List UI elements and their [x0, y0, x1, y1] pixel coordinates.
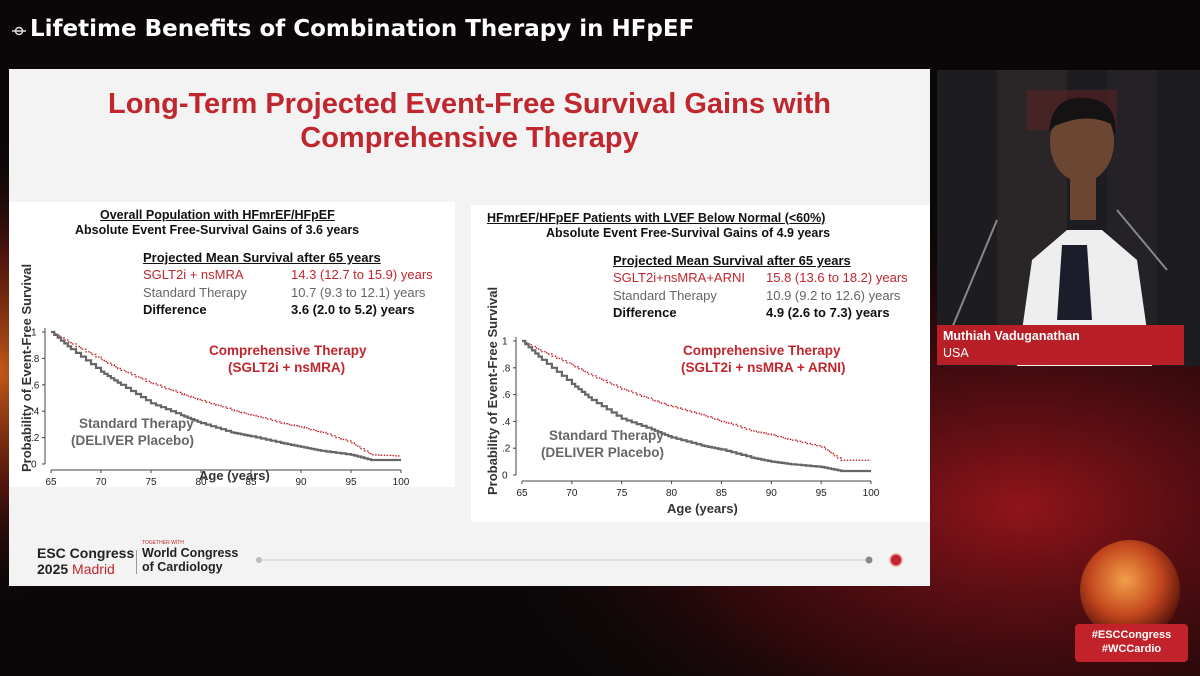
x-tick-label: 100 [393, 477, 410, 487]
row-difference-label: Difference [613, 305, 677, 320]
row-standard-value: 10.7 (9.3 to 12.1) years [291, 285, 426, 300]
y-tick-label: .8 [502, 363, 511, 374]
row-difference-value: 4.9 (2.6 to 7.3) years [766, 305, 890, 320]
standard-label-sub: (DELIVER Placebo) [71, 433, 195, 448]
slide-title: Long-Term Projected Event-Free Survival … [9, 87, 930, 155]
speaker-name: Muthiah Vaduganathan [943, 329, 1080, 343]
y-tick-label: .4 [31, 407, 40, 418]
row-comprehensive-value: 15.8 (13.6 to 18.2) years [766, 270, 908, 285]
comprehensive-label: Comprehensive Therapy [209, 343, 367, 358]
x-tick-label: 100 [863, 488, 880, 499]
y-tick-label: 1 [31, 328, 37, 339]
x-tick-label: 90 [295, 477, 307, 487]
x-tick-label: 70 [95, 477, 107, 487]
hashtag-wcc: #WCCardio [1101, 643, 1162, 655]
comprehensive-therapy-curve [51, 331, 402, 457]
y-tick-label: .2 [502, 444, 511, 455]
esc-congress-year: 2025 [37, 561, 69, 577]
standard-therapy-curve [51, 330, 401, 462]
table-header: Projected Mean Survival after 65 years [143, 250, 381, 265]
presenter-video [937, 70, 1200, 366]
row-comprehensive-value: 14.3 (12.7 to 15.9) years [291, 267, 433, 282]
video-title: Lifetime Benefits of Combination Therapy… [30, 16, 695, 42]
row-standard-value: 10.9 (9.2 to 12.6) years [766, 288, 901, 303]
comprehensive-label: Comprehensive Therapy [683, 343, 841, 358]
standard-label: Standard Therapy [79, 416, 194, 431]
row-comprehensive-label: SGLT2i + nsMRA [143, 267, 244, 282]
row-difference-label: Difference [143, 302, 207, 317]
esc-congress-city: Madrid [72, 561, 115, 577]
world-congress-logo: TOGETHER WITH World Congress of Cardiolo… [142, 540, 238, 574]
chart-panel-lvef-below-normal: HFmrEF/HFpEF Patients with LVEF Below No… [471, 205, 930, 522]
x-axis-label: Age (years) [199, 468, 270, 483]
y-tick-label: .6 [502, 390, 511, 401]
hashtag-esc: #ESCCongress [1091, 629, 1172, 641]
standard-label: Standard Therapy [549, 428, 664, 443]
table-header: Projected Mean Survival after 65 years [613, 253, 851, 268]
km-chart-overall: 1 .8 .6 .4 .2 0 65 70 75 80 85 90 95 100 [31, 328, 410, 488]
video-header: Lifetime Benefits of Combination Therapy… [0, 0, 1200, 62]
globe-graphic [1080, 540, 1180, 640]
wcc-line-2: of Cardiology [142, 560, 223, 574]
broadcast-icon [12, 26, 26, 36]
row-difference-value: 3.6 (2.0 to 5.2) years [291, 302, 415, 317]
y-tick-label: .6 [31, 380, 40, 391]
y-tick-label: 0 [31, 460, 37, 471]
row-standard-label: Standard Therapy [143, 285, 247, 300]
x-tick-label: 95 [816, 488, 828, 499]
esc-congress-text: ESC Congress [37, 545, 135, 561]
y-tick-label: .2 [31, 433, 40, 444]
km-chart-lvef: 1 .8 .6 .4 .2 0 65 70 75 80 85 90 95 100 [502, 337, 880, 500]
standard-label-sub: (DELIVER Placebo) [541, 445, 665, 460]
x-tick-label: 70 [566, 488, 578, 499]
panel-subtitle: Absolute Event Free-Survival Gains of 4.… [546, 226, 831, 240]
x-tick-label: 95 [345, 477, 357, 487]
standard-therapy-curve [522, 339, 871, 473]
comprehensive-therapy-curve [522, 340, 871, 461]
x-axis-label: Age (years) [667, 501, 738, 516]
row-comprehensive-label: SGLT2i+nsMRA+ARNI [613, 270, 745, 285]
comprehensive-label-sub: (SGLT2i + nsMRA) [228, 360, 346, 375]
y-tick-label: .8 [31, 354, 40, 365]
row-standard-label: Standard Therapy [613, 288, 717, 303]
panel-title: Overall Population with HFmrEF/HFpEF [100, 208, 335, 222]
x-tick-label: 80 [195, 477, 207, 487]
hashtag-badge: #ESCCongress #WCCardio [1075, 624, 1188, 662]
x-tick-label: 65 [45, 477, 57, 487]
speaker-country: USA [943, 346, 969, 360]
slide-title-line-2: Comprehensive Therapy [300, 122, 639, 154]
wcc-line-1: World Congress [142, 546, 239, 560]
x-tick-label: 75 [616, 488, 628, 499]
presenter-figure [937, 70, 1200, 366]
x-tick-label: 85 [245, 477, 257, 487]
esc-congress-logo: ESC Congress 2025 Madrid [37, 545, 134, 577]
together-with-text: TOGETHER WITH [142, 540, 184, 546]
x-tick-label: 90 [766, 488, 778, 499]
x-tick-label: 65 [516, 488, 528, 499]
presentation-slide: Long-Term Projected Event-Free Survival … [9, 69, 930, 586]
panel-title: HFmrEF/HFpEF Patients with LVEF Below No… [487, 211, 826, 225]
chart-panel-overall: Overall Population with HFmrEF/HFpEF Abs… [9, 202, 455, 487]
x-tick-label: 75 [145, 477, 157, 487]
panel-subtitle: Absolute Event Free-Survival Gains of 3.… [75, 223, 360, 237]
slide-progress-track [256, 553, 903, 567]
x-tick-label: 80 [666, 488, 678, 499]
x-tick-label: 85 [716, 488, 728, 499]
logo-divider [136, 550, 137, 574]
speaker-nameplate: Muthiah Vaduganathan USA [937, 325, 1184, 365]
slide-title-line-1: Long-Term Projected Event-Free Survival … [107, 88, 832, 120]
y-tick-label: 0 [502, 471, 508, 482]
y-tick-label: .4 [502, 417, 511, 428]
comprehensive-label-sub: (SGLT2i + nsMRA + ARNI) [681, 360, 846, 375]
y-tick-label: 1 [502, 337, 508, 348]
